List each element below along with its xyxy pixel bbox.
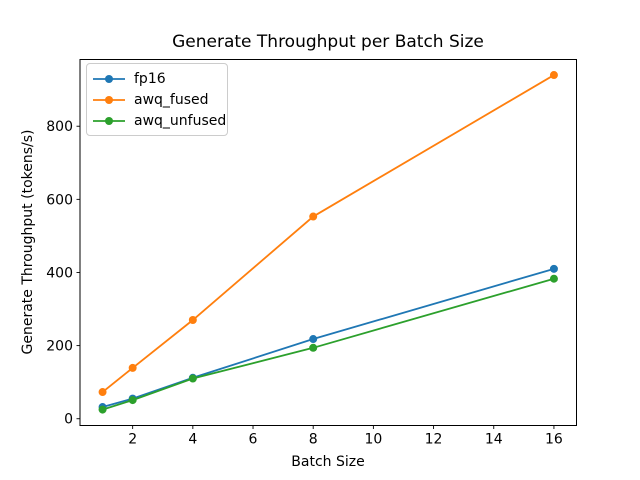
chart-title: Generate Throughput per Batch Size [172, 32, 484, 52]
y-tick-label: 600 [46, 192, 73, 208]
series-marker-awq_unfused [309, 343, 318, 352]
legend-item-awq_fused: awq_fused [93, 89, 219, 110]
legend-line-marker-icon [93, 116, 125, 125]
series-marker-awq_fused [549, 71, 558, 80]
series-marker-fp16 [549, 264, 558, 273]
series-marker-awq_unfused [549, 274, 558, 283]
x-tick-label: 16 [545, 432, 563, 448]
x-tick-label: 14 [485, 432, 503, 448]
y-tick-label: 200 [46, 339, 73, 355]
y-tick-label: 0 [64, 412, 73, 428]
series-marker-fp16 [309, 335, 318, 344]
y-axis-label: Generate Throughput (tokens/s) [20, 130, 36, 355]
x-tick-label: 2 [128, 432, 137, 448]
legend-label: fp16 [134, 70, 166, 87]
series-marker-awq_unfused [188, 374, 197, 383]
legend-line-marker-icon [93, 74, 125, 83]
x-tick-label: 8 [309, 432, 318, 448]
legend-item-fp16: fp16 [93, 68, 219, 89]
series-marker-awq_fused [98, 388, 107, 397]
series-marker-awq_fused [309, 212, 318, 221]
legend-label: awq_fused [134, 91, 209, 108]
legend-label: awq_unfused [134, 112, 227, 129]
plot-spines [79, 59, 577, 426]
series-line-awq_unfused [102, 277, 555, 411]
series-marker-awq_unfused [98, 405, 107, 414]
legend-line-marker-icon [93, 95, 125, 104]
x-tick-label: 6 [249, 432, 258, 448]
series-marker-awq_unfused [128, 396, 137, 405]
x-tick-label: 12 [425, 432, 443, 448]
legend: fp16 awq_fused awq_unfused [86, 63, 228, 136]
x-tick-label: 10 [364, 432, 382, 448]
y-tick-label: 800 [46, 119, 73, 135]
series-marker-awq_fused [128, 363, 137, 372]
x-axis-label: Batch Size [291, 454, 364, 470]
x-tick-label: 4 [188, 432, 197, 448]
y-tick-label: 400 [46, 265, 73, 281]
legend-item-awq_unfused: awq_unfused [93, 110, 226, 131]
series-marker-awq_fused [188, 316, 197, 325]
